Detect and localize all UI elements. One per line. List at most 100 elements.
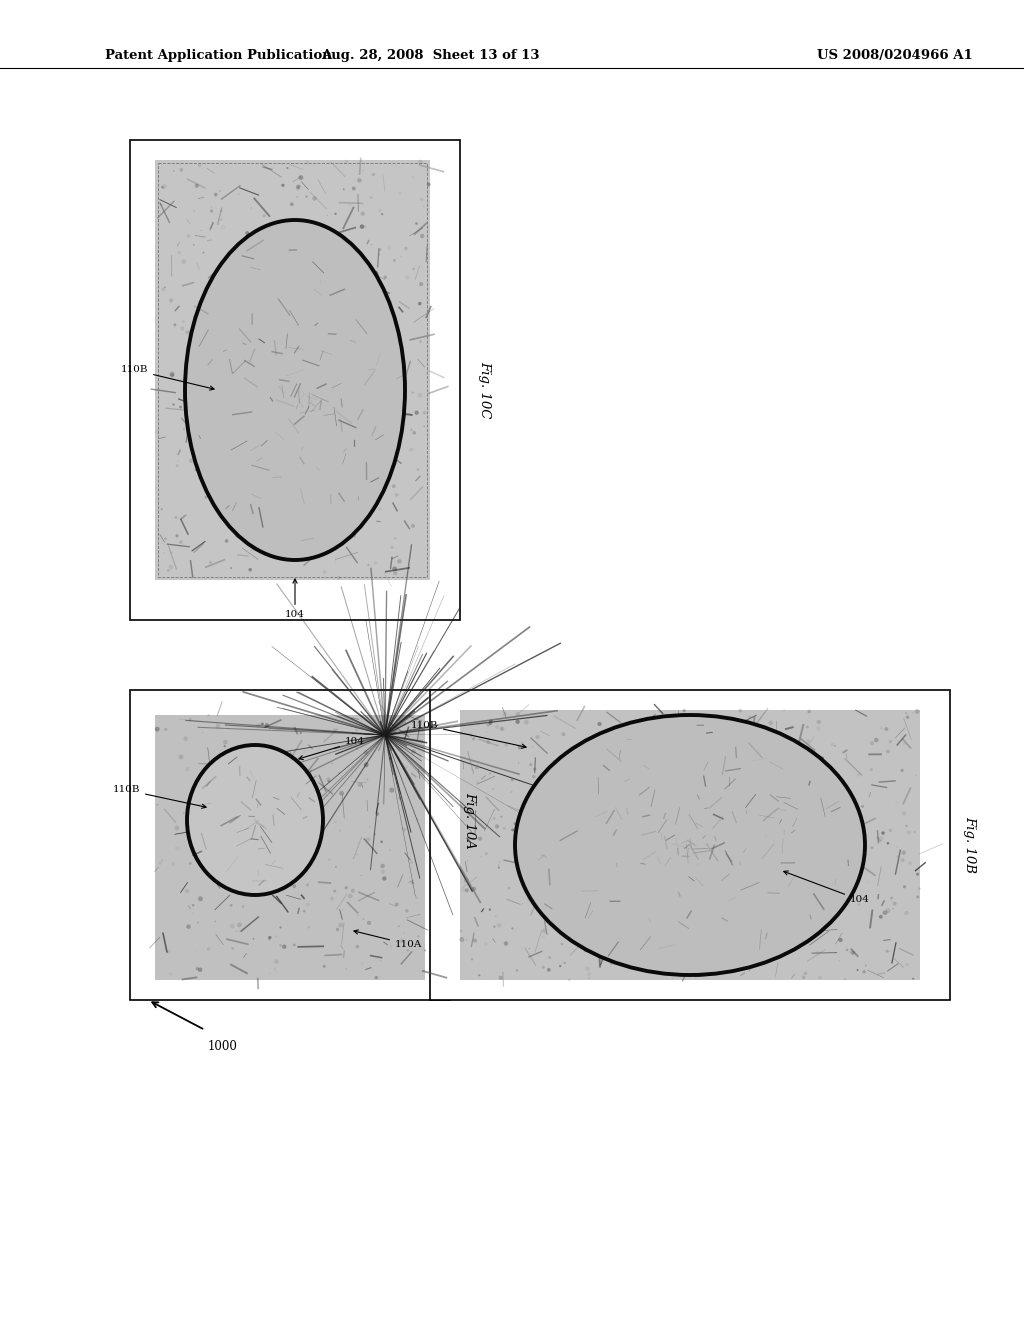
Ellipse shape: [185, 767, 189, 771]
Ellipse shape: [287, 168, 289, 169]
Ellipse shape: [499, 862, 501, 863]
Ellipse shape: [529, 763, 532, 766]
Ellipse shape: [579, 763, 584, 768]
Ellipse shape: [472, 887, 476, 891]
Ellipse shape: [422, 836, 424, 837]
Ellipse shape: [242, 814, 244, 817]
Ellipse shape: [220, 218, 222, 220]
Ellipse shape: [737, 966, 741, 972]
Ellipse shape: [634, 719, 638, 723]
Ellipse shape: [636, 921, 641, 925]
Ellipse shape: [738, 709, 742, 713]
Ellipse shape: [406, 383, 408, 384]
Ellipse shape: [348, 510, 351, 513]
Ellipse shape: [197, 950, 198, 952]
Ellipse shape: [418, 302, 422, 305]
Ellipse shape: [271, 348, 273, 350]
Ellipse shape: [501, 816, 503, 818]
Ellipse shape: [337, 498, 341, 502]
Ellipse shape: [412, 882, 415, 884]
Ellipse shape: [422, 205, 425, 207]
Ellipse shape: [382, 341, 384, 342]
Text: Fig. 10B: Fig. 10B: [963, 817, 976, 874]
Ellipse shape: [670, 772, 673, 775]
Ellipse shape: [568, 771, 572, 776]
Ellipse shape: [210, 561, 212, 564]
Ellipse shape: [344, 160, 348, 164]
Ellipse shape: [359, 224, 365, 228]
Ellipse shape: [515, 715, 865, 975]
Ellipse shape: [223, 475, 225, 479]
Ellipse shape: [198, 322, 203, 326]
Ellipse shape: [842, 850, 844, 851]
Ellipse shape: [511, 829, 514, 832]
Ellipse shape: [795, 752, 799, 756]
Ellipse shape: [903, 886, 906, 888]
Ellipse shape: [374, 362, 375, 363]
Ellipse shape: [413, 796, 414, 797]
Ellipse shape: [201, 325, 205, 329]
Ellipse shape: [305, 808, 307, 809]
Ellipse shape: [224, 261, 229, 267]
Ellipse shape: [327, 777, 331, 781]
Ellipse shape: [195, 787, 197, 788]
Ellipse shape: [571, 801, 572, 803]
Ellipse shape: [705, 887, 707, 888]
Ellipse shape: [317, 533, 319, 536]
Ellipse shape: [381, 738, 382, 741]
Ellipse shape: [296, 854, 300, 858]
Ellipse shape: [511, 779, 514, 781]
Ellipse shape: [184, 888, 189, 894]
Ellipse shape: [282, 945, 287, 949]
Ellipse shape: [851, 950, 855, 954]
Ellipse shape: [769, 838, 772, 841]
Ellipse shape: [518, 746, 522, 750]
Ellipse shape: [161, 859, 164, 862]
Ellipse shape: [630, 725, 634, 729]
Ellipse shape: [657, 730, 659, 733]
Bar: [158, 162, 427, 577]
Ellipse shape: [420, 234, 424, 238]
Ellipse shape: [342, 909, 343, 911]
Ellipse shape: [164, 727, 167, 731]
Ellipse shape: [484, 851, 488, 855]
Ellipse shape: [381, 213, 383, 215]
Ellipse shape: [361, 304, 365, 308]
Ellipse shape: [774, 908, 777, 911]
Ellipse shape: [865, 965, 866, 966]
Ellipse shape: [870, 846, 873, 849]
Ellipse shape: [916, 895, 920, 899]
Ellipse shape: [527, 861, 530, 865]
Ellipse shape: [722, 865, 726, 869]
Ellipse shape: [183, 812, 184, 813]
Ellipse shape: [387, 246, 391, 249]
Ellipse shape: [198, 164, 202, 166]
Ellipse shape: [859, 826, 863, 830]
Ellipse shape: [578, 818, 580, 821]
Ellipse shape: [404, 766, 408, 770]
Ellipse shape: [270, 319, 274, 323]
Ellipse shape: [646, 797, 650, 801]
Ellipse shape: [692, 862, 694, 863]
Ellipse shape: [223, 352, 228, 356]
Ellipse shape: [384, 714, 387, 717]
Ellipse shape: [843, 841, 846, 843]
Ellipse shape: [548, 956, 551, 958]
Ellipse shape: [348, 387, 349, 388]
Ellipse shape: [178, 251, 181, 255]
Ellipse shape: [498, 866, 500, 869]
Ellipse shape: [532, 775, 536, 779]
Ellipse shape: [702, 870, 706, 873]
Ellipse shape: [323, 277, 324, 279]
Ellipse shape: [212, 416, 215, 418]
Ellipse shape: [559, 965, 561, 968]
Ellipse shape: [343, 243, 346, 246]
Ellipse shape: [336, 480, 338, 482]
Ellipse shape: [175, 846, 180, 850]
Ellipse shape: [369, 826, 371, 828]
Ellipse shape: [393, 572, 397, 576]
Ellipse shape: [692, 762, 695, 764]
Ellipse shape: [534, 767, 537, 771]
Ellipse shape: [371, 244, 373, 246]
Ellipse shape: [162, 288, 165, 292]
